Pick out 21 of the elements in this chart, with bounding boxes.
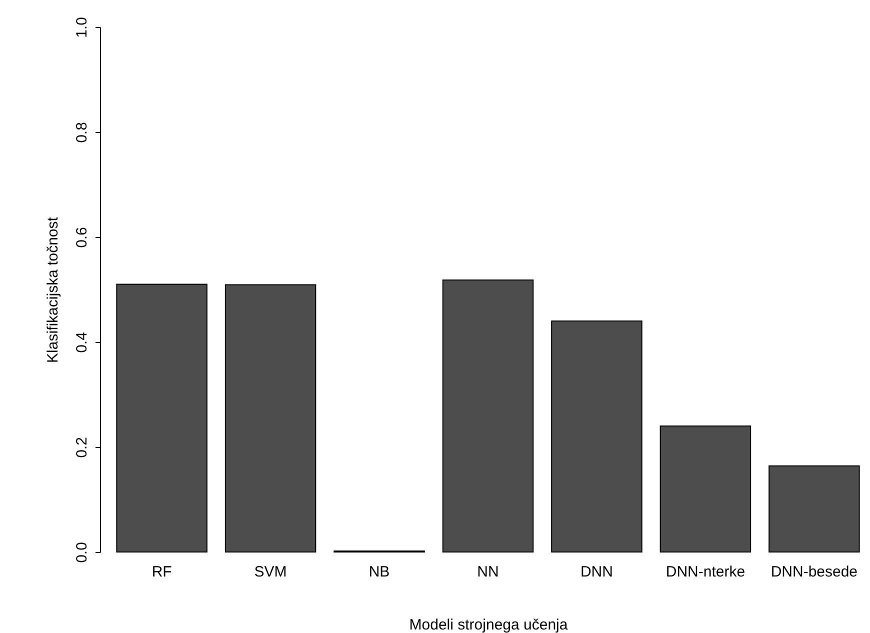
y-tick-label: 0.8 (74, 122, 90, 143)
bar (116, 284, 208, 552)
bar (551, 320, 642, 552)
bar (768, 465, 860, 552)
y-tick-label: 0.2 (74, 437, 90, 458)
x-tick-label: DNN-besede (770, 564, 858, 580)
bar (224, 284, 316, 552)
y-tick-label: 0.0 (74, 542, 90, 563)
x-axis-title: Modeli strojnega učenja (409, 616, 568, 633)
x-tick-label: NB (368, 564, 390, 580)
x-tick-label: RF (152, 564, 172, 580)
y-tick-label: 1.0 (74, 17, 90, 38)
y-axis-title: Klasifikacijska točnost (44, 216, 62, 363)
x-tick-label: NN (477, 564, 499, 580)
y-tick-label: 0.6 (74, 227, 90, 248)
x-tick-label: DNN-nterke (666, 564, 746, 580)
bar (660, 426, 752, 552)
bar (442, 280, 534, 552)
y-tick-label: 0.4 (74, 332, 90, 353)
x-tick-label: SVM (254, 564, 287, 580)
x-tick-label: DNN (580, 564, 613, 580)
